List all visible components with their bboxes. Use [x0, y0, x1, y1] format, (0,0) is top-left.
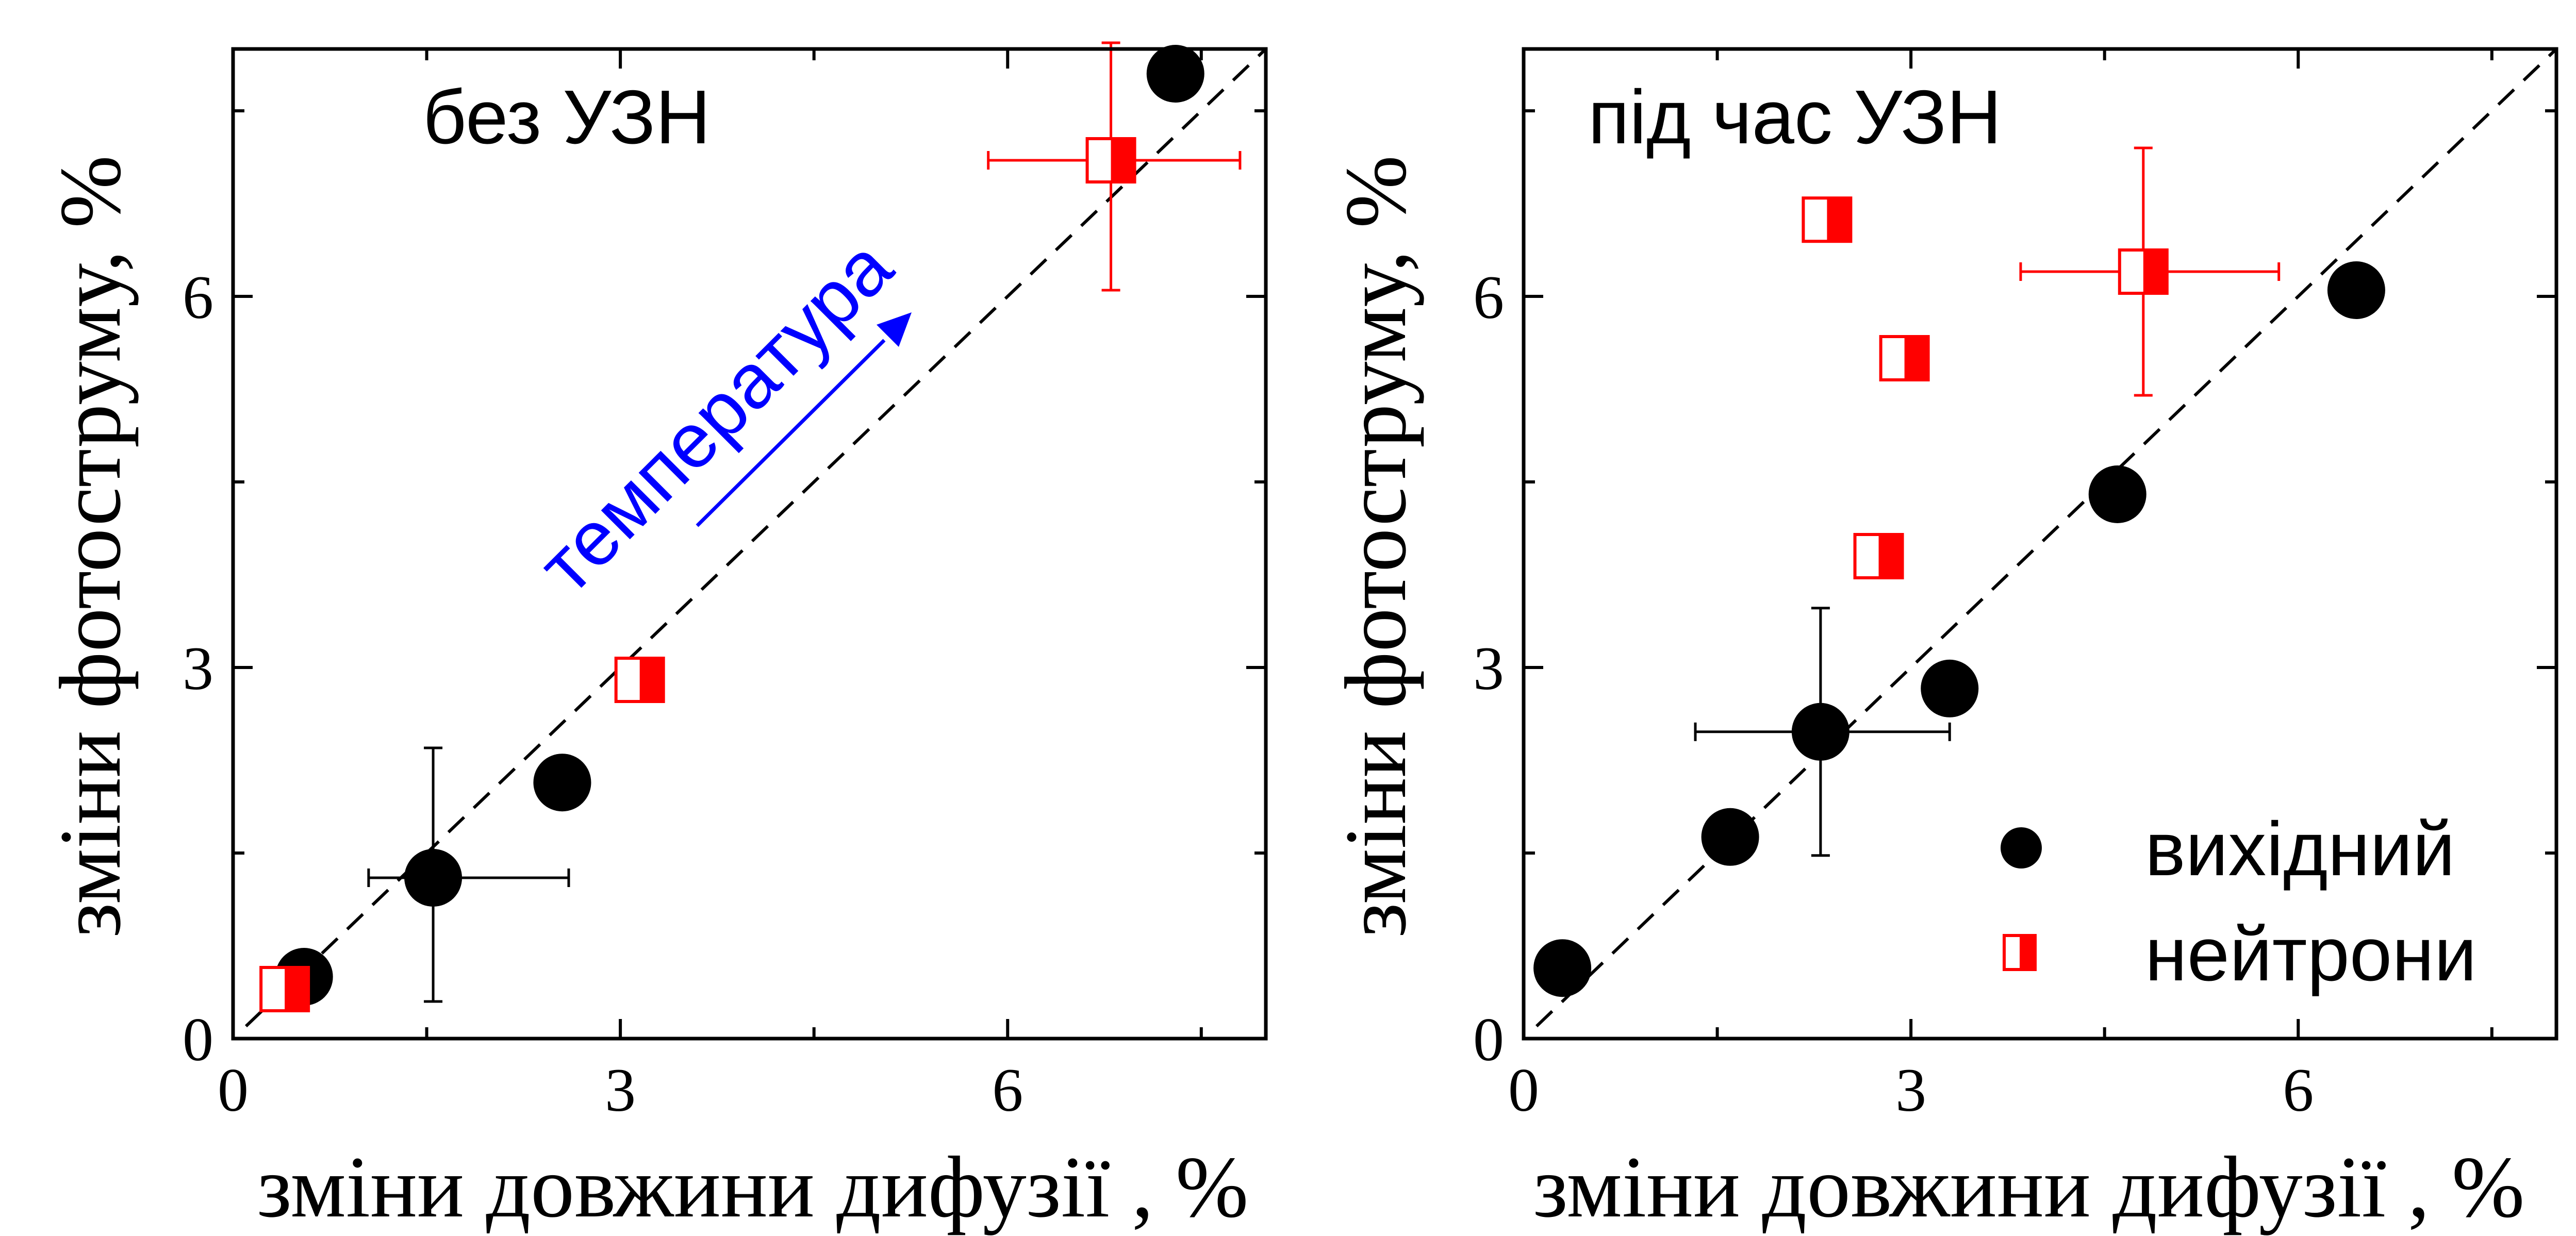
temperature-arrow [696, 339, 886, 527]
x-tick-label: 6 [992, 1056, 1023, 1124]
data-points [1533, 196, 2385, 997]
legend: вихідний нейтрони [2001, 807, 2477, 997]
y-axis-label: зміни фотоструму, % [1327, 155, 1424, 938]
y-tick-label: 3 [1473, 634, 1504, 703]
point-neutrons [259, 966, 310, 1012]
point-neutrons-fill [639, 658, 664, 701]
point-neutrons [1802, 196, 1853, 243]
legend-label-neutrons: нейтрони [2145, 912, 2477, 997]
point-neutrons [1085, 137, 1136, 183]
legend-marker-original [2001, 827, 2042, 868]
point-original [533, 754, 591, 812]
x-axis-label: зміни довжини дифузії , % [257, 1139, 1249, 1235]
point-original [1701, 808, 1759, 866]
point-neutrons-fill [1904, 337, 1928, 380]
point-neutrons-fill [1827, 198, 1851, 242]
x-tick-label: 0 [1508, 1056, 1539, 1124]
y-tick-label: 6 [1473, 263, 1504, 331]
point-original [1533, 939, 1592, 997]
x-tick-label: 3 [1895, 1056, 1926, 1124]
data-points [259, 45, 1204, 1012]
plot-area-frame [231, 47, 1268, 1041]
point-neutrons [614, 657, 665, 703]
panel-title: без УЗН [423, 75, 711, 160]
tick-labels: 0 3 6 0 3 6 [1473, 263, 2314, 1124]
point-neutrons-fill [1111, 139, 1135, 182]
point-neutrons-fill [1878, 535, 1903, 578]
temperature-arrowhead [877, 312, 912, 347]
x-tick-label: 0 [218, 1056, 249, 1124]
point-neutrons [2118, 248, 2169, 295]
y-tick-label: 6 [183, 263, 213, 331]
chart-panel-right: 0 3 6 0 3 6 під час УЗН вихідний нейтрони змі… [1327, 47, 2558, 1235]
legend-label-original: вихідний [2145, 807, 2455, 892]
legend-marker-neutrons [2003, 934, 2037, 971]
point-neutrons-fill [285, 967, 309, 1011]
y-tick-label: 0 [1473, 1005, 1504, 1074]
reference-line [1535, 47, 2558, 1028]
identity-line [244, 47, 1267, 1028]
plot-area-frame [1522, 47, 2558, 1041]
point-neutrons [1879, 335, 1930, 381]
x-tick-label: 3 [605, 1056, 636, 1124]
point-original [1791, 703, 1850, 761]
y-tick-label: 0 [183, 1005, 213, 1074]
x-tick-label: 6 [2283, 1056, 2314, 1124]
x-axis-label: зміни довжини дифузії , % [1533, 1139, 2525, 1235]
point-original [2327, 261, 2385, 319]
axis-ticks [232, 49, 1266, 1040]
point-neutrons [1853, 533, 1904, 579]
y-axis-label: зміни фотоструму, % [42, 155, 139, 938]
point-original [2088, 465, 2146, 523]
axis-ticks [1522, 49, 2556, 1040]
identity-line [1535, 47, 2558, 1028]
reference-line [244, 47, 1267, 1028]
point-original [1146, 45, 1204, 103]
point-original [404, 849, 463, 907]
tick-labels: 0 3 6 0 3 6 [183, 263, 1023, 1124]
y-tick-label: 3 [183, 634, 213, 703]
point-original [1921, 659, 1979, 717]
panel-title: під час УЗН [1588, 75, 2002, 160]
point-neutrons-fill [2143, 250, 2167, 293]
